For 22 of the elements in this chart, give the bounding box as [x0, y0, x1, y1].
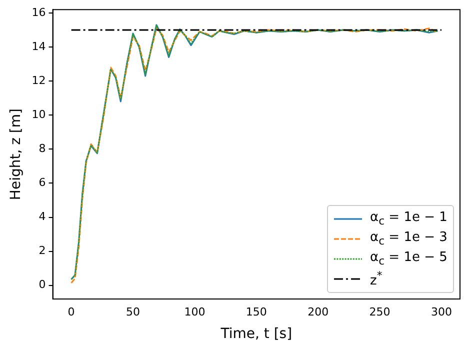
y-tick-label: 8: [38, 142, 46, 156]
y-tick-label: 14: [32, 40, 46, 53]
x-axis-title: Time, t [s]: [220, 326, 292, 342]
x-tick-label: 150: [246, 305, 267, 318]
y-tick-label: 10: [32, 108, 46, 122]
y-tick-label: 0: [38, 278, 46, 292]
y-tick-label: 2: [38, 244, 46, 258]
y-tick-label: 16: [32, 6, 46, 19]
legend-label: α$_{c}$ = 1e − 1: [370, 210, 448, 228]
x-tick-label: 300: [430, 305, 452, 318]
y-tick-label: 6: [38, 176, 46, 190]
x-tick-label: 200: [308, 305, 329, 318]
x-tick-label: 50: [126, 305, 140, 318]
legend-label: z$^{*}$: [370, 269, 382, 289]
x-tick-label: 250: [369, 305, 390, 318]
x-tick-label: 100: [184, 305, 206, 318]
x-tick-label: 0: [68, 305, 75, 318]
legend-label: α$_{c}$ = 1e − 5: [370, 250, 448, 268]
y-tick-label: 12: [32, 74, 46, 87]
legend-label: α$_{c}$ = 1e − 3: [370, 230, 448, 248]
y-tick-label: 4: [38, 210, 46, 224]
y-axis-title: Height, z [m]: [8, 108, 24, 200]
